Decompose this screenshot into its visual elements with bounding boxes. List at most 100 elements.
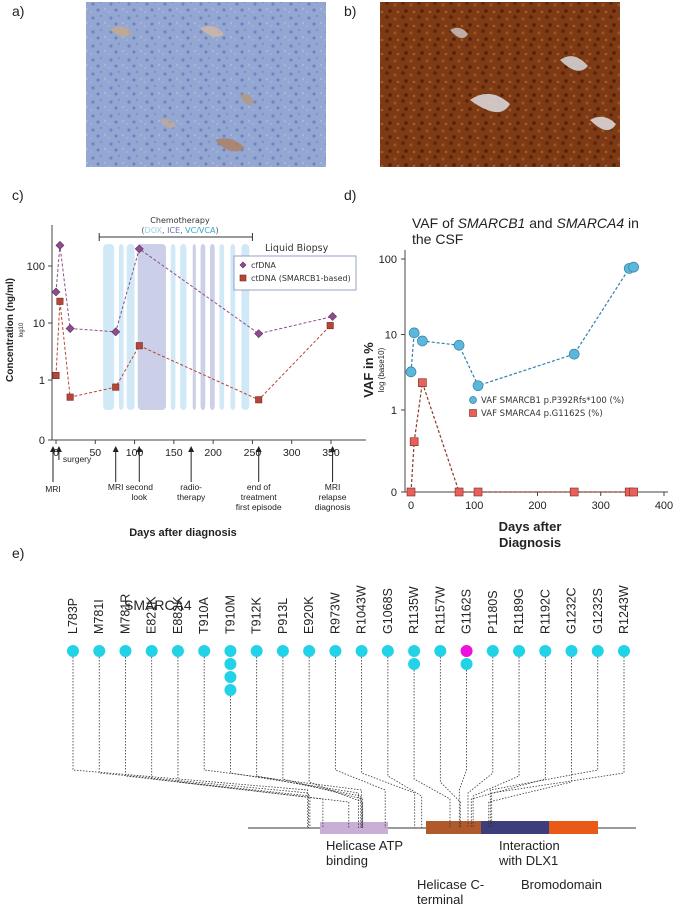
event-arrowhead [255,446,262,452]
domain-0 [320,822,388,834]
mutation-label: G1232C [565,587,579,634]
event-label: first episode [236,502,282,512]
data-point [409,437,419,447]
mutation-connector [439,651,461,828]
mutation-dot [591,645,604,657]
y-axis-label: VAF in % [361,342,376,398]
event-label: MRI [325,482,341,492]
mutation-dot [513,645,526,657]
panel-d-label: d) [344,187,356,203]
data-point [134,244,144,254]
therapy-bar [118,244,124,410]
mutation-dot [408,645,421,657]
y-tick-label: 10 [385,330,397,342]
mutation-dot [355,645,368,657]
series-line-0 [410,266,634,387]
panel-a-label: a) [12,3,24,19]
data-point [65,324,75,333]
event-label: surgery [63,454,92,464]
mutation-dot [303,645,316,657]
mutation-connector [361,651,416,828]
mutation-connector [125,651,311,828]
x-tick-label: 300 [283,447,301,459]
x-tick-label: 150 [165,447,183,459]
y-tick-label: 100 [27,261,45,273]
therapy-punct: , [162,226,167,235]
micrograph-a [86,2,326,167]
therapy-bar [209,244,215,410]
legend-entry: VAF SMARCB1 p.P392Rfs*100 (%) [481,396,624,406]
y-tick-label: 100 [379,254,397,266]
event-label: treatment [241,492,278,502]
mutation-connector [282,651,364,828]
domain-label: binding [326,853,368,868]
chart-title-line2: the CSF [412,231,463,247]
mutation-label: E882K [171,596,185,634]
y-tick-label: 0 [39,435,45,447]
event-label: look [131,492,147,502]
data-point [111,327,121,337]
mutation-connector [177,651,350,828]
event-label: second [126,482,154,492]
x-axis-label: Days after [499,519,562,534]
mutation-label: P1180S [486,590,500,634]
chart-title-part: VAF of [412,215,458,231]
x-tick-label: 350 [322,447,340,459]
data-point [56,297,64,305]
mutation-dot [460,658,473,670]
therapy-bar [192,244,196,410]
data-point [112,383,120,391]
x-axis-label-line2: Diagnosis [499,535,561,550]
mutation-connector [472,651,520,828]
mutation-label: T910A [197,597,211,634]
mutation-dot [119,645,132,657]
legend-entry: ctDNA (SMARCB1-based) [251,274,351,283]
mutation-connector [72,651,309,828]
data-point [326,322,334,330]
domain-label: Bromodomain [521,877,602,892]
domain-1 [426,821,481,834]
mutation-dot [145,645,158,657]
therapy-bar [103,244,115,410]
chart-title-part: SMARCA4 [556,215,624,231]
mutation-connector [256,651,362,828]
data-point [52,371,60,379]
mutation-dot [460,645,473,657]
event-arrowhead [188,446,195,452]
mutation-dot [171,645,184,657]
mutation-label: P913L [276,598,290,634]
mutation-connector [488,651,572,828]
mutation-dot [434,645,447,657]
x-tick-label: 100 [465,500,483,512]
mutation-dot [618,645,630,657]
data-point [472,380,484,392]
mutation-label: R973W [328,592,342,634]
data-point [135,342,143,350]
therapy-bar [180,244,187,410]
mutation-label: R1157W [433,586,447,634]
x-tick-label: 0 [53,447,59,459]
y-axis-sublabel: log10 [19,322,25,337]
data-point [454,487,464,497]
therapy-regimens: (DOX, ICE, VC/VCA) [141,226,218,235]
data-point [473,487,483,497]
panel-e-label: e) [12,545,24,561]
therapy-label: Chemotherapy [150,216,210,225]
data-point [628,261,639,273]
mutation-connector [230,690,359,828]
y-axis-label: Concentration (ng/ml) [5,278,16,382]
event-arrowhead [50,446,56,452]
event-label: MRI [45,484,61,494]
data-point [405,366,417,378]
event-label: end of [247,482,271,492]
therapy-punct: ( [141,226,144,235]
mutation-dot [250,645,263,657]
legend-box [233,255,357,291]
event-label: radio- [180,482,202,492]
legend-marker [469,396,477,404]
mutation-label: L783P [66,598,80,634]
panel-c-label: c) [12,187,24,203]
chart-title-part: and [525,215,556,231]
